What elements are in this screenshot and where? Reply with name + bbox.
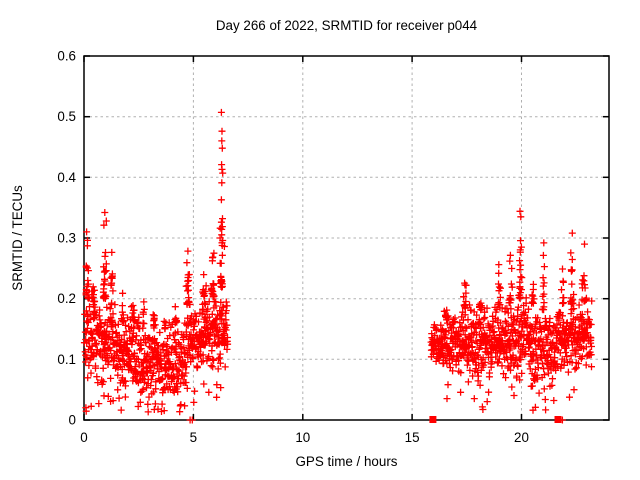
x-tick-label: 20 <box>514 430 529 445</box>
y-tick-label: 0 <box>69 413 76 428</box>
tick-labels: 0 5 10 15 20 0 0.1 0.2 0.3 0.4 0.5 0.6 <box>57 49 529 446</box>
zero-square-marker <box>429 416 437 423</box>
y-tick-label: 0.4 <box>57 170 76 185</box>
y-tick-label: 0.5 <box>57 109 76 124</box>
x-tick-label: 15 <box>405 430 420 445</box>
scatter-plus-markers <box>80 108 596 424</box>
data-points <box>80 108 596 424</box>
x-tick-label: 10 <box>295 430 310 445</box>
y-tick-label: 0.1 <box>57 352 76 367</box>
y-axis-label: SRMTID / TECUs <box>10 185 25 291</box>
y-tick-label: 0.6 <box>57 49 76 64</box>
y-tick-label: 0.2 <box>57 291 76 306</box>
y-tick-label: 0.3 <box>57 231 76 246</box>
chart-title: Day 266 of 2022, SRMTID for receiver p04… <box>216 18 478 33</box>
x-tick-label: 5 <box>190 430 197 445</box>
x-axis-label: GPS time / hours <box>296 454 398 469</box>
x-tick-label: 0 <box>80 430 87 445</box>
zero-square-marker <box>554 416 562 423</box>
